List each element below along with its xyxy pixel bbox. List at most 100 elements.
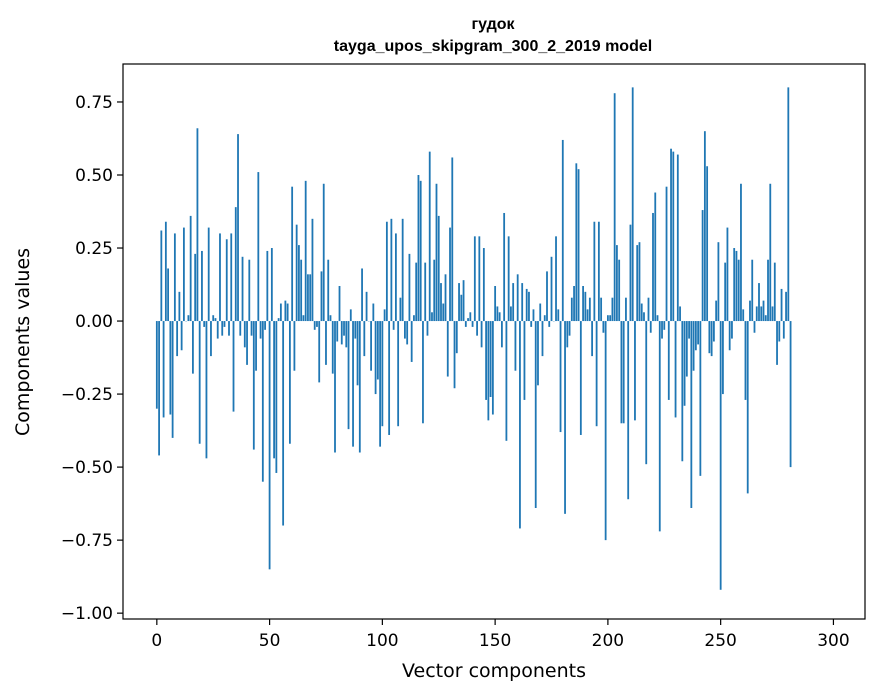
bar xyxy=(555,236,557,322)
bar xyxy=(410,321,413,362)
bar xyxy=(383,309,386,322)
bar xyxy=(625,297,627,322)
bar xyxy=(546,271,548,322)
bar xyxy=(214,318,217,322)
bar xyxy=(575,163,578,322)
bar xyxy=(279,303,282,322)
bar xyxy=(444,274,447,322)
bar xyxy=(471,321,474,327)
bar xyxy=(597,221,600,322)
bar xyxy=(257,172,260,322)
bar xyxy=(404,321,406,339)
bar xyxy=(731,321,733,339)
bar xyxy=(485,321,488,400)
bar xyxy=(248,259,251,322)
bar xyxy=(178,291,181,322)
bar xyxy=(363,321,366,357)
bar xyxy=(288,321,291,444)
bar xyxy=(500,321,503,348)
bar xyxy=(710,321,713,357)
bar xyxy=(415,262,418,322)
bar-series xyxy=(155,87,792,590)
bar xyxy=(690,321,693,508)
bar xyxy=(737,259,740,322)
bar xyxy=(261,321,264,482)
bar xyxy=(449,227,451,322)
bar xyxy=(225,239,228,322)
bar xyxy=(282,321,285,526)
bar xyxy=(782,321,785,339)
bar xyxy=(379,321,382,447)
bar xyxy=(164,221,167,322)
bar xyxy=(778,321,781,342)
bar xyxy=(780,288,783,322)
bar xyxy=(442,303,445,322)
bar xyxy=(318,321,321,383)
bar xyxy=(550,256,553,322)
bar xyxy=(676,154,679,322)
bar xyxy=(390,218,393,322)
bar xyxy=(268,321,271,570)
bar xyxy=(611,297,614,322)
bar xyxy=(307,274,309,322)
bar xyxy=(649,321,652,333)
bar xyxy=(205,321,208,459)
bar xyxy=(708,321,711,354)
chart-subtitle: tayga_upos_skipgram_300_2_2019 model xyxy=(334,38,652,55)
bar xyxy=(584,291,587,322)
bar xyxy=(722,321,724,395)
bar xyxy=(325,321,327,365)
bar xyxy=(160,230,163,322)
bar xyxy=(286,303,289,322)
x-tick-label: 300 xyxy=(817,631,849,651)
bar xyxy=(658,321,661,532)
bar xyxy=(476,321,478,336)
bar xyxy=(413,315,415,322)
bar xyxy=(406,321,409,345)
bar xyxy=(189,215,192,322)
bar xyxy=(246,321,248,365)
bar xyxy=(699,321,702,476)
bar xyxy=(358,321,361,453)
bar xyxy=(426,321,429,336)
y-tick-label: 0.50 xyxy=(75,166,113,186)
y-axis: −1.00 −0.75 −0.50 −0.25 0.00 0.25 0.50 0.75 xyxy=(61,93,123,624)
bar xyxy=(688,321,690,339)
bar xyxy=(320,271,323,322)
bar xyxy=(381,321,384,427)
y-tick-label: 0.00 xyxy=(75,312,113,332)
bar xyxy=(703,131,706,322)
bar xyxy=(728,321,731,351)
bar xyxy=(771,306,774,322)
bar xyxy=(582,286,584,322)
bar xyxy=(162,321,165,418)
bar xyxy=(577,169,580,322)
bar xyxy=(514,321,517,371)
bar xyxy=(347,321,350,430)
bar xyxy=(451,157,454,322)
bar xyxy=(309,274,312,322)
bar xyxy=(512,283,515,322)
bar xyxy=(167,268,170,322)
bar xyxy=(760,306,763,322)
bar xyxy=(787,87,790,322)
bar xyxy=(158,321,160,456)
bar xyxy=(505,321,508,441)
bar xyxy=(469,312,472,322)
bar xyxy=(176,321,179,357)
bar xyxy=(464,321,467,327)
bar xyxy=(298,245,300,322)
bar xyxy=(733,248,736,322)
bar xyxy=(539,303,542,322)
bar xyxy=(313,321,316,330)
bar xyxy=(627,321,630,500)
bar xyxy=(762,300,765,322)
bar xyxy=(480,321,483,348)
bar xyxy=(663,321,666,330)
bar xyxy=(661,321,663,339)
x-tick-label: 0 xyxy=(151,631,162,651)
bar xyxy=(392,321,395,330)
bar xyxy=(654,192,657,322)
bar xyxy=(726,227,729,322)
